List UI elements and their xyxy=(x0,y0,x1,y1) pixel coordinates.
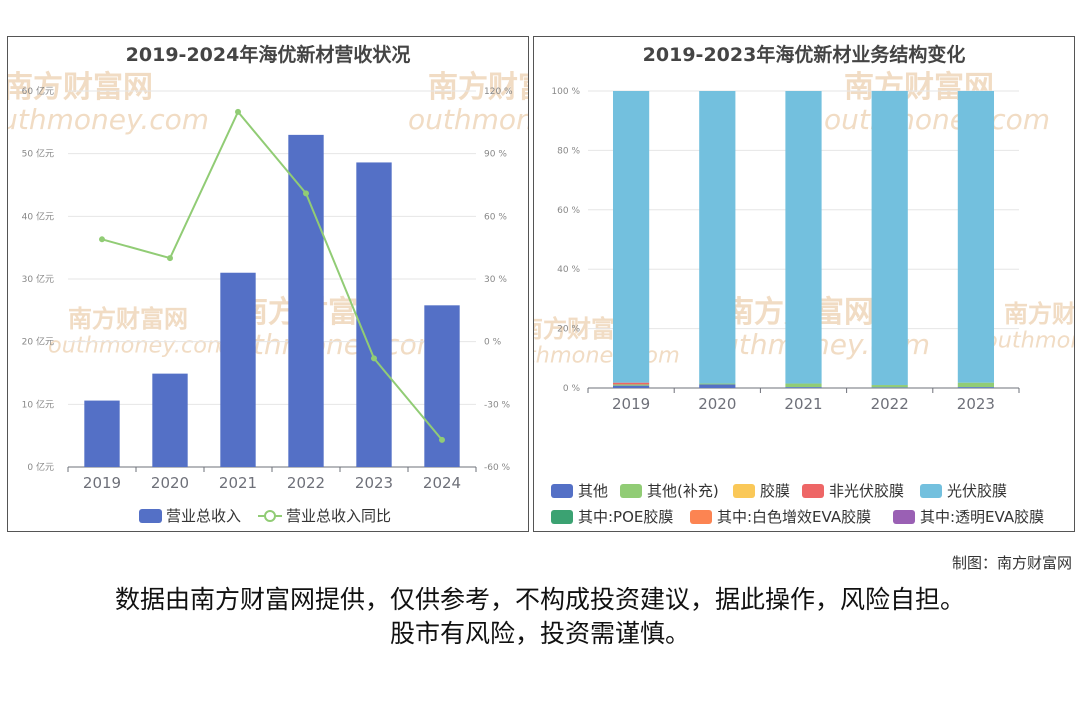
legend-label: 胶膜 xyxy=(760,482,790,500)
x-axis-tick-label: 2019 xyxy=(83,474,121,492)
left-axis-tick-label: 30 亿元 xyxy=(22,273,54,285)
x-axis-tick-label: 2020 xyxy=(151,474,189,492)
revenue-bar xyxy=(152,373,188,467)
yoy-point xyxy=(303,190,309,197)
legend-swatch xyxy=(620,484,642,498)
stacked-bar-segment xyxy=(612,384,650,386)
right-axis-tick-label: -60 % xyxy=(484,463,511,473)
x-axis-tick-label: 2021 xyxy=(784,395,822,413)
y-axis-tick-label: 80 % xyxy=(557,146,580,156)
left-axis-tick-label: 60 亿元 xyxy=(22,85,54,97)
revenue-bar xyxy=(356,162,392,467)
yoy-point xyxy=(167,255,173,262)
legend-label: 光伏胶膜 xyxy=(947,482,1007,500)
stacked-bar-segment xyxy=(871,91,908,386)
right-axis-tick-label: 120 % xyxy=(484,87,513,97)
left-axis-tick-label: 20 亿元 xyxy=(22,336,54,348)
yoy-point xyxy=(371,355,377,362)
right-axis-tick-label: 90 % xyxy=(484,150,507,160)
watermark-text-en: outhmoney.com xyxy=(48,333,229,359)
stacked-bar-segment xyxy=(699,384,736,388)
legend-label: 其中:白色增效EVA胶膜 xyxy=(717,508,871,526)
chart-credit: 制图：南方财富网 xyxy=(951,554,1072,572)
watermark-text-cn: 南方财富网 xyxy=(8,70,153,105)
yoy-point xyxy=(99,236,105,243)
legend-swatch xyxy=(802,484,824,498)
legend-swatch xyxy=(920,484,942,498)
left-axis-tick-label: 0 亿元 xyxy=(27,461,54,473)
revenue-bar xyxy=(84,400,120,467)
business-structure-chart-panel: 南方财富网outhmoney.com南方财富网outhmoney.com南方财富… xyxy=(533,36,1075,532)
x-axis-tick-label: 2022 xyxy=(287,474,325,492)
legend-label: 其中:POE胶膜 xyxy=(578,508,673,526)
watermark-text-en: outhmoney.com xyxy=(8,103,209,136)
right-axis-tick-label: 0 % xyxy=(484,338,502,348)
left-axis-tick-label: 10 亿元 xyxy=(22,398,54,410)
x-axis-tick-label: 2024 xyxy=(423,474,461,492)
stacked-bar-segment xyxy=(612,385,650,388)
right-axis-tick-label: 30 % xyxy=(484,275,507,285)
y-axis-tick-label: 40 % xyxy=(557,265,580,275)
legend-swatch xyxy=(893,510,915,524)
chart-title: 2019-2024年海优新材营收状况 xyxy=(126,43,411,66)
stacked-bar-segment xyxy=(957,387,995,388)
disclaimer-line-1: 数据由南方财富网提供，仅供参考，不构成投资建议，据此操作，风险自担。 xyxy=(114,585,965,614)
revenue-bar xyxy=(288,134,324,467)
legend-label: 其中:透明EVA胶膜 xyxy=(920,508,1044,526)
left-axis-tick-label: 40 亿元 xyxy=(22,210,54,222)
watermark-text-en: outhmoney.com xyxy=(408,103,528,136)
stacked-bar-segment xyxy=(785,387,822,388)
revenue-chart: 南方财富网outhmoney.com南方财富网outhmoney.com南方财富… xyxy=(8,43,528,525)
stacked-bar-segment xyxy=(612,382,650,385)
stacked-bar-segment xyxy=(785,91,822,384)
x-axis-tick-label: 2023 xyxy=(957,395,995,413)
legend-bar-label: 营业总收入 xyxy=(166,507,241,525)
disclaimer-line-2: 股市有风险，投资需谨慎。 xyxy=(389,619,690,648)
stacked-bar-segment xyxy=(699,383,736,385)
x-axis-tick-label: 2021 xyxy=(219,474,257,492)
watermark-text-en: outhmoney.com xyxy=(824,103,1050,136)
stacked-bar-segment xyxy=(871,385,908,388)
yoy-point xyxy=(439,436,445,443)
legend-swatch xyxy=(690,510,712,524)
y-axis-tick-label: 20 % xyxy=(557,325,580,335)
revenue-bar xyxy=(220,272,256,467)
left-axis-tick-label: 50 亿元 xyxy=(22,148,54,160)
stacked-bar-segment xyxy=(957,91,995,383)
watermark-text-en: outhmoney.com xyxy=(534,343,680,369)
y-axis-tick-label: 100 % xyxy=(551,87,580,97)
watermark-text-cn: 南方财富网 xyxy=(428,70,528,105)
stacked-bar-segment xyxy=(957,382,995,388)
stacked-bar-segment xyxy=(612,91,650,383)
watermark-text-en: outhmoney.com xyxy=(984,328,1074,354)
x-axis-tick-label: 2019 xyxy=(612,395,650,413)
stacked-bar-segment xyxy=(871,387,908,388)
yoy-point xyxy=(235,108,241,115)
legend-label: 非光伏胶膜 xyxy=(829,482,904,500)
legend-line-label: 营业总收入同比 xyxy=(286,507,391,525)
stacked-bar-segment xyxy=(699,91,736,384)
legend-swatch xyxy=(551,484,573,498)
business-structure-chart: 南方财富网outhmoney.com南方财富网outhmoney.com南方财富… xyxy=(534,43,1074,526)
x-axis-tick-label: 2023 xyxy=(355,474,393,492)
legend-label: 其他(补充) xyxy=(647,482,719,500)
revenue-chart-panel: 南方财富网outhmoney.com南方财富网outhmoney.com南方财富… xyxy=(7,36,529,532)
y-axis-tick-label: 60 % xyxy=(557,206,580,216)
x-axis-tick-label: 2020 xyxy=(698,395,736,413)
legend-swatch xyxy=(733,484,755,498)
x-axis-tick-label: 2022 xyxy=(871,395,909,413)
stacked-bar-segment xyxy=(785,383,822,388)
chart-title: 2019-2023年海优新材业务结构变化 xyxy=(643,43,966,66)
legend-label: 其他 xyxy=(578,482,608,500)
y-axis-tick-label: 0 % xyxy=(563,384,581,394)
legend-swatch xyxy=(551,510,573,524)
right-axis-tick-label: 60 % xyxy=(484,212,507,222)
watermark-text-cn: 南方财富网 xyxy=(1004,300,1074,328)
right-axis-tick-label: -30 % xyxy=(484,400,511,410)
legend-line-marker xyxy=(264,510,276,522)
watermark-text-cn: 南方财富网 xyxy=(68,305,188,333)
yoy-line xyxy=(101,110,443,441)
legend-bar-swatch xyxy=(139,509,162,523)
